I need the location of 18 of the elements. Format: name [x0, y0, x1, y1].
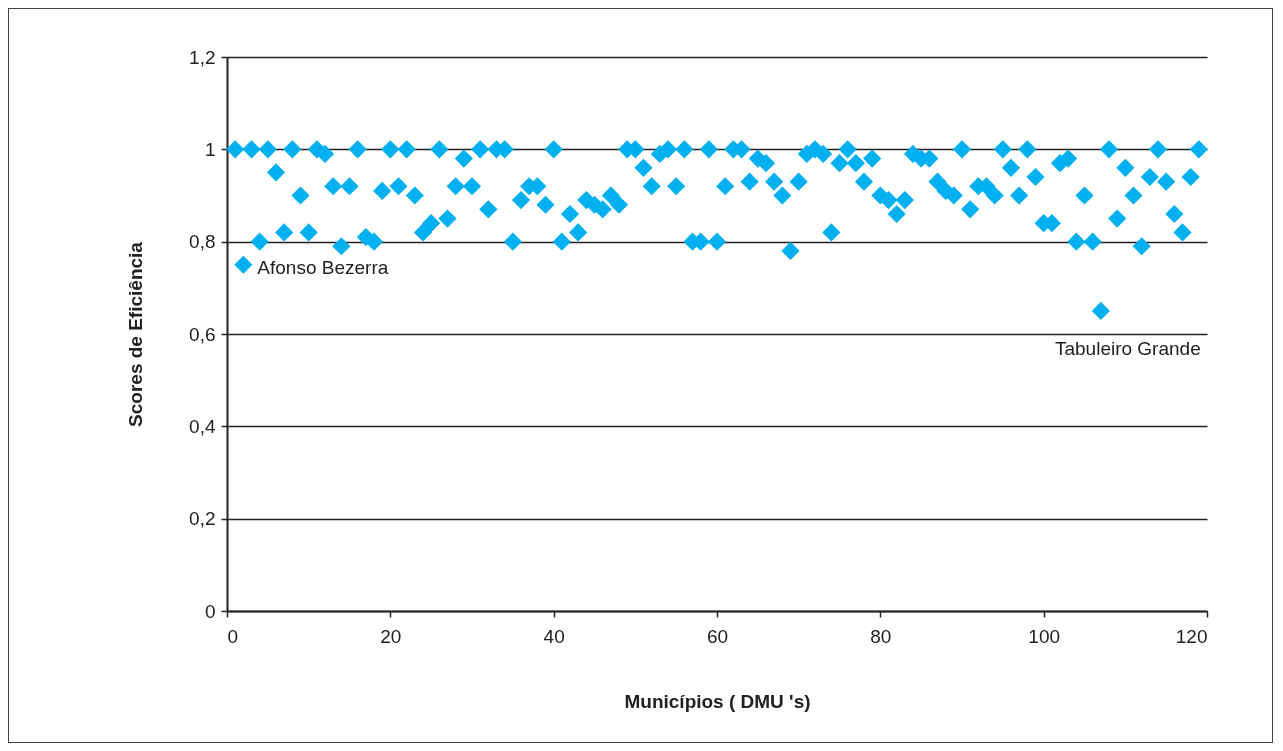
y-axis-title: Scores de Eficiência	[125, 241, 147, 427]
y-tick-label: 0,2	[189, 508, 216, 530]
x-tick-label: 40	[543, 625, 565, 647]
x-tick-label: 0	[227, 625, 239, 647]
annotation: Afonso Bezerra	[257, 256, 389, 278]
annotation: Tabuleiro Grande	[1054, 337, 1201, 359]
y-tick-label: 1	[204, 138, 216, 160]
x-tick-label: 80	[870, 625, 892, 647]
x-tick-label: 20	[380, 625, 402, 647]
y-tick-label: 0,6	[189, 323, 216, 345]
y-tick-label: 0,8	[189, 231, 216, 253]
y-tick-label: 1,2	[189, 46, 216, 68]
x-tick-label: 120	[1175, 625, 1208, 647]
x-tick-label: 100	[1028, 625, 1061, 647]
y-tick-label: 0	[204, 600, 216, 622]
x-tick-label: 60	[706, 625, 729, 647]
y-tick-label: 0,4	[189, 415, 216, 437]
x-axis-title: Municípios ( DMU 's)	[624, 690, 811, 712]
